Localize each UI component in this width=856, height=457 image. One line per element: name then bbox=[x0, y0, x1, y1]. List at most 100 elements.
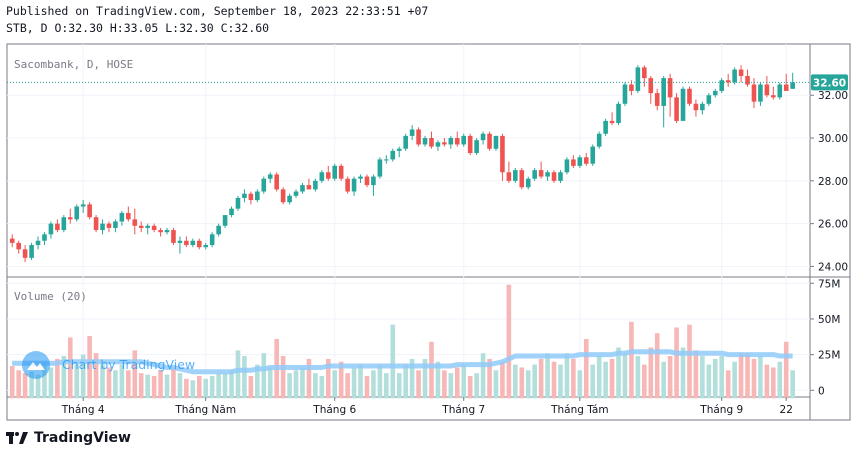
volume-bar bbox=[248, 376, 254, 399]
volume-bar bbox=[16, 370, 21, 399]
volume-bar bbox=[209, 376, 215, 399]
volume-bar bbox=[261, 353, 267, 399]
volume-bar bbox=[74, 364, 80, 399]
candle-body bbox=[229, 208, 234, 216]
candle-body bbox=[390, 150, 396, 160]
watermark-text: Chart by TradingView bbox=[62, 357, 195, 372]
last-price-badge: 32.60 bbox=[811, 74, 848, 91]
volume-bar bbox=[55, 358, 60, 399]
candle-body bbox=[745, 75, 750, 85]
volume-bar bbox=[642, 364, 647, 399]
volume-bar bbox=[287, 373, 292, 399]
time-tick-label: Tháng 6 bbox=[312, 404, 356, 416]
volume-tick-label: 0 bbox=[818, 385, 825, 397]
volume-bar bbox=[725, 370, 731, 399]
volume-tick-label: 25M bbox=[818, 350, 840, 362]
candle-body bbox=[771, 95, 776, 98]
candle-body bbox=[242, 193, 247, 198]
volume-bar bbox=[100, 364, 105, 399]
volume-bar bbox=[87, 336, 92, 399]
candle-body bbox=[358, 176, 363, 179]
candle-body bbox=[712, 90, 718, 96]
candle-body bbox=[332, 165, 338, 179]
candle-body bbox=[429, 138, 434, 147]
candle-body bbox=[493, 135, 499, 149]
volume-bar bbox=[719, 356, 725, 399]
candle-body bbox=[609, 120, 615, 124]
chart-frame bbox=[6, 43, 851, 421]
volume-bar bbox=[190, 380, 196, 399]
volume-bar bbox=[222, 373, 228, 399]
volume-bar bbox=[332, 370, 338, 399]
volume-bar bbox=[467, 376, 473, 399]
volume-bar bbox=[609, 358, 615, 399]
candle-body bbox=[184, 240, 189, 246]
candle-body bbox=[783, 84, 789, 91]
time-tick-label: Tháng 9 bbox=[699, 404, 743, 416]
volume-bar bbox=[132, 350, 138, 399]
candle-body bbox=[700, 103, 705, 111]
volume-bar bbox=[22, 373, 28, 399]
volume-bar bbox=[42, 361, 47, 399]
volume-bar bbox=[454, 367, 460, 399]
candle-body bbox=[706, 95, 712, 104]
candle-body bbox=[325, 172, 331, 179]
ohlc-header: STB, D O:32.30 H:33.05 L:32.30 C:32.60 bbox=[6, 21, 270, 35]
candle-body bbox=[616, 103, 621, 124]
candle-body bbox=[261, 178, 267, 192]
price-tick-label: 32.00 bbox=[818, 90, 848, 102]
candle-body bbox=[667, 78, 673, 98]
volume-ma-line bbox=[12, 349, 793, 375]
volume-bar bbox=[538, 358, 544, 399]
volume-bar bbox=[119, 364, 125, 399]
candle-body bbox=[67, 217, 73, 220]
volume-bar bbox=[151, 376, 157, 399]
tradingview-logo[interactable]: TradingView bbox=[6, 430, 131, 446]
volume-bar bbox=[300, 367, 305, 399]
candle-body bbox=[113, 221, 118, 228]
candle-body bbox=[442, 142, 447, 145]
candle-body bbox=[106, 223, 112, 228]
volume-bar bbox=[493, 370, 499, 399]
volume-bar bbox=[267, 367, 273, 399]
candle-body bbox=[16, 242, 21, 250]
volume-bar bbox=[635, 356, 641, 399]
volume-bar bbox=[442, 370, 447, 399]
volume-bar bbox=[235, 350, 241, 399]
volume-bar bbox=[203, 378, 209, 399]
candle-body bbox=[487, 133, 492, 149]
volume-bar bbox=[216, 373, 221, 399]
volume-bar bbox=[616, 347, 621, 399]
price-tick-label: 26.00 bbox=[818, 219, 848, 231]
volume-bar bbox=[583, 338, 589, 399]
candle-body bbox=[255, 191, 260, 201]
candle-body bbox=[687, 88, 692, 104]
price-tick-label: 28.00 bbox=[818, 176, 848, 188]
volume-bar bbox=[61, 356, 67, 399]
candle-body bbox=[300, 185, 305, 192]
candle-body bbox=[719, 80, 725, 91]
volume-bar bbox=[480, 353, 486, 399]
candle-body bbox=[558, 172, 563, 181]
candle-body bbox=[119, 212, 125, 222]
volume-bar bbox=[519, 367, 525, 399]
candle-body bbox=[577, 157, 583, 166]
grid bbox=[7, 44, 810, 397]
volume-bar bbox=[525, 370, 531, 399]
volume-bar bbox=[80, 354, 86, 399]
candle-body bbox=[61, 217, 67, 231]
volume-bar bbox=[384, 373, 389, 399]
candle-body bbox=[132, 219, 138, 226]
volume-bar bbox=[126, 370, 131, 399]
volume-bar bbox=[242, 356, 247, 399]
volume-bar bbox=[106, 367, 112, 399]
candle-body bbox=[461, 135, 467, 145]
volume-bar bbox=[138, 373, 144, 399]
candle-body bbox=[48, 223, 54, 235]
candle-body bbox=[151, 225, 157, 231]
volume-bar bbox=[513, 364, 518, 399]
volume-bar bbox=[738, 353, 744, 399]
volume-bar bbox=[429, 341, 434, 399]
volume-bar bbox=[422, 358, 428, 399]
